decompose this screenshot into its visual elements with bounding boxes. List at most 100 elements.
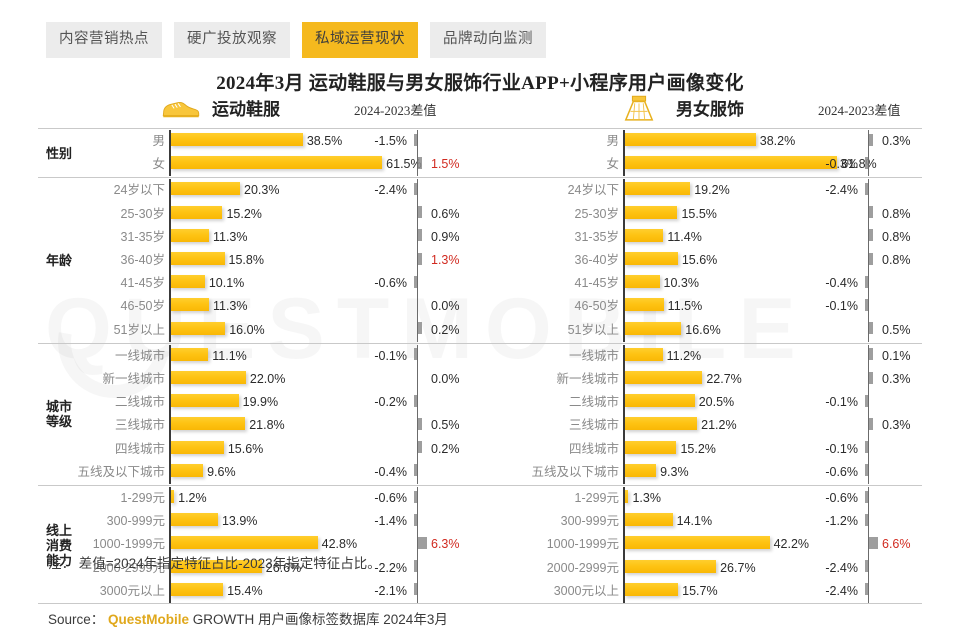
value-label: 15.8% <box>228 253 264 267</box>
value-bar <box>624 536 770 550</box>
row-label: 五线及以下城市 <box>77 464 165 479</box>
value-label: 38.2% <box>759 134 796 148</box>
tab-2[interactable]: 私域运营现状 <box>302 22 418 58</box>
diff-label: 0.6% <box>431 206 460 221</box>
diff-label: -2.4% <box>825 183 858 198</box>
diff-bar <box>864 275 868 288</box>
tab-0[interactable]: 内容营销热点 <box>46 22 162 58</box>
row-label: 46-50岁 <box>120 299 165 314</box>
diff-bar <box>869 229 873 242</box>
value-bar <box>624 252 678 265</box>
diff-bar <box>864 583 868 596</box>
value-bar <box>170 490 175 503</box>
row-label: 25-30岁 <box>574 206 619 221</box>
diff-label: -1.5% <box>374 134 407 148</box>
row-label: 31-35岁 <box>120 229 165 244</box>
row-label: 新一线城市 <box>102 372 165 386</box>
value-label: 1.2% <box>178 491 207 505</box>
value-bar <box>170 536 318 550</box>
diff-bar <box>864 298 868 311</box>
diff-label: -0.4% <box>374 464 407 479</box>
diff-label: 0.3% <box>882 418 911 433</box>
value-label: 11.2% <box>666 348 702 363</box>
value-bar <box>624 205 678 219</box>
value-bar <box>624 182 691 196</box>
diff-bar <box>413 275 417 288</box>
value-bar <box>624 275 660 289</box>
diff-label: -2.4% <box>374 183 407 198</box>
diff-label: 6.6% <box>882 537 911 552</box>
value-label: 11.5% <box>667 299 703 314</box>
panel-diff-header-sneaker: 2024-2023差值 <box>354 103 437 118</box>
panel-title-apparel: 男女服饰 <box>676 100 744 119</box>
row-label: 二线城市 <box>568 395 619 410</box>
diff-label: 0.0% <box>431 299 460 314</box>
source-line: Source： QuestMobile GROWTH 用户画像标签数据库 202… <box>48 608 448 628</box>
value-bar <box>624 133 756 146</box>
diff-label: -0.6% <box>825 464 858 479</box>
row-label: 三线城市 <box>114 418 165 433</box>
value-bar <box>624 156 838 170</box>
diff-bar <box>869 536 879 549</box>
row-label: 二线城市 <box>114 395 165 410</box>
row-label: 2000-2999元 <box>546 560 619 575</box>
row-label: 51岁以上 <box>113 322 165 337</box>
value-bar <box>170 513 218 527</box>
value-bar <box>624 582 679 596</box>
bar-axis-line <box>623 179 625 342</box>
diff-bar <box>418 322 422 335</box>
tab-bar: 内容营销热点 硬广投放观察 私域运营现状 品牌动向监测 <box>46 22 546 58</box>
diff-bar <box>413 348 417 361</box>
diff-bar <box>869 417 873 430</box>
diff-label: -2.1% <box>374 583 407 598</box>
diff-bar <box>869 348 873 361</box>
value-label: 10.1% <box>208 276 245 291</box>
panel-diff-header-apparel: 2024-2023差值 <box>818 103 901 118</box>
diff-bar <box>418 206 422 219</box>
bar-axis-line <box>623 130 625 177</box>
value-label: 9.6% <box>207 464 236 479</box>
category-label: 线上 消费 能力 <box>46 522 73 568</box>
row-label: 1000-1999元 <box>546 537 619 552</box>
value-label: 9.3% <box>660 464 689 479</box>
diff-bar <box>413 513 417 526</box>
value-bar <box>624 321 682 335</box>
diff-bar <box>864 156 868 169</box>
value-label: 19.2% <box>694 183 730 198</box>
value-label: 20.3% <box>244 183 280 198</box>
diff-label: 1.3% <box>431 253 460 267</box>
source-rest: GROWTH 用户画像标签数据库 2024年3月 <box>189 612 448 627</box>
value-bar <box>624 371 703 384</box>
tab-1[interactable]: 硬广投放观察 <box>174 22 290 58</box>
diff-bar <box>864 441 868 454</box>
diff-bar <box>418 252 422 265</box>
bar-axis-line <box>169 179 171 342</box>
value-bar <box>624 513 673 527</box>
diff-label: -0.6% <box>825 491 858 505</box>
diff-bar <box>869 322 873 335</box>
value-label: 15.6% <box>227 441 264 456</box>
row-label: 36-40岁 <box>574 253 619 267</box>
row-label: 1-299元 <box>574 491 619 505</box>
diff-label: 0.8% <box>882 206 911 221</box>
diff-label: 0.5% <box>431 418 460 433</box>
row-label: 3000元以上 <box>99 583 165 598</box>
value-label: 15.2% <box>680 441 716 456</box>
row-label: 1000-1999元 <box>92 537 165 552</box>
row-label: 男 <box>606 134 619 148</box>
diff-label: 0.0% <box>431 372 460 386</box>
source-brand: QuestMobile <box>108 612 190 627</box>
value-label: 22.0% <box>249 372 286 386</box>
diff-label: 0.5% <box>882 322 911 337</box>
diff-label: 0.8% <box>882 253 911 267</box>
diff-zero-line <box>417 344 418 484</box>
section-separator <box>38 177 922 179</box>
diff-bar <box>418 156 422 169</box>
value-bar <box>170 156 383 170</box>
tab-3[interactable]: 品牌动向监测 <box>430 22 546 58</box>
value-label: 21.2% <box>701 418 737 433</box>
row-label: 三线城市 <box>568 418 619 433</box>
row-label: 41-45岁 <box>120 276 165 291</box>
value-label: 61.5% <box>386 157 422 172</box>
value-label: 15.6% <box>681 253 718 267</box>
